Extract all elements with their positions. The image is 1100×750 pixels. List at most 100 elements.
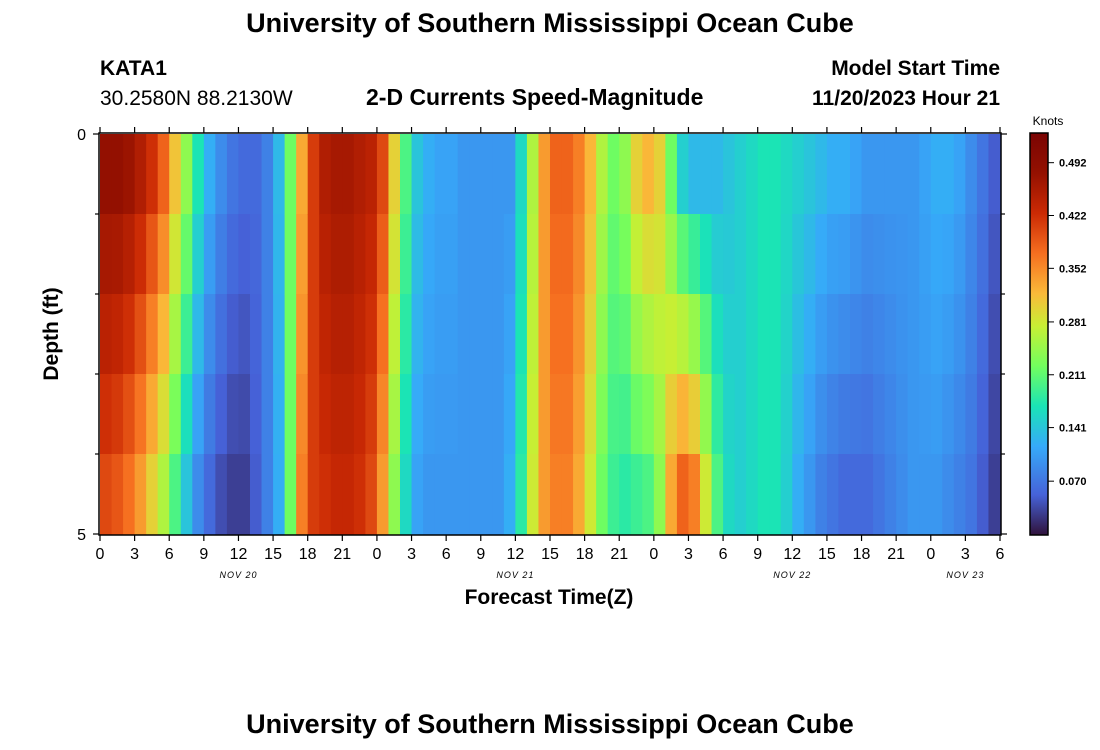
heatmap-cell: [296, 134, 309, 215]
x-tick-label: 6: [165, 546, 174, 563]
heatmap-cell: [953, 134, 966, 215]
heatmap-cell: [411, 454, 424, 535]
heatmap-cell: [653, 294, 666, 375]
heatmap-cell: [884, 134, 897, 215]
heatmap-cell: [330, 214, 343, 295]
colorbar-tick-label: 0.070: [1059, 476, 1087, 488]
heatmap-cell: [676, 374, 690, 455]
heatmap-cell: [238, 454, 251, 535]
heatmap-cell: [988, 454, 1001, 535]
heatmap-cell: [273, 134, 286, 215]
heatmap-cell: [123, 374, 136, 455]
heatmap-cell: [803, 454, 816, 535]
footer-title: University of Southern Mississippi Ocean…: [246, 709, 854, 739]
heatmap-cell: [815, 214, 828, 295]
heatmap-cell: [238, 294, 251, 375]
heatmap-cell: [503, 214, 516, 295]
heatmap-cell: [146, 374, 159, 455]
heatmap-cell: [400, 134, 413, 215]
heatmap-cell: [261, 374, 274, 455]
heatmap-cell: [942, 214, 955, 295]
heatmap-cell: [480, 374, 493, 455]
heatmap-cell: [815, 294, 828, 375]
heatmap-cell: [515, 134, 528, 215]
heatmap-cell: [446, 454, 459, 535]
heatmap-cell: [226, 134, 240, 215]
colorbar-units: Knots: [1033, 114, 1064, 128]
heatmap-cell: [353, 374, 366, 455]
heatmap-cell: [388, 134, 401, 215]
heatmap-cell: [250, 374, 263, 455]
heatmap-cell: [596, 454, 609, 535]
heatmap-cell: [526, 374, 540, 455]
heatmap-cell: [700, 294, 713, 375]
colorbar-tick-label: 0.352: [1059, 263, 1087, 275]
heatmap-cell: [353, 454, 366, 535]
x-tick-label: 9: [753, 546, 762, 563]
heatmap-cell: [157, 374, 170, 455]
heatmap-cell: [169, 374, 182, 455]
heatmap-cell: [769, 134, 782, 215]
heatmap-cell: [469, 134, 482, 215]
heatmap-cell: [330, 454, 343, 535]
heatmap-cell: [930, 134, 943, 215]
heatmap-cell: [561, 294, 574, 375]
heatmap-cell: [319, 214, 332, 295]
heatmap-cell: [792, 374, 805, 455]
heatmap-cell: [780, 214, 793, 295]
heatmap-cell: [942, 294, 955, 375]
heatmap-cell: [850, 134, 863, 215]
heatmap-cell: [642, 374, 655, 455]
x-tick-label: 0: [96, 546, 105, 563]
heatmap-cell: [976, 374, 990, 455]
heatmap-cell: [180, 134, 193, 215]
x-tick-label: 15: [818, 546, 836, 563]
heatmap-cell: [226, 374, 240, 455]
heatmap-cell: [261, 454, 274, 535]
heatmap-cell: [665, 374, 678, 455]
x-axis: 0 3 6 9 12 15 18 21 0 3 6 9 12 15 18 21 0 3 6 9 12 15 18 21 0 3 6 N…: [96, 127, 1005, 580]
heatmap-cell: [261, 214, 274, 295]
heatmap-cell: [376, 294, 390, 375]
x-axis-label: Forecast Time(Z): [465, 586, 634, 609]
heatmap-cell: [180, 454, 193, 535]
y-tick-label: 0: [77, 127, 86, 144]
heatmap-cell: [284, 214, 297, 295]
heatmap-cell: [550, 454, 563, 535]
heatmap-cell: [988, 134, 1001, 215]
heatmap-cell: [111, 374, 124, 455]
heatmap-cell: [400, 454, 413, 535]
heatmap-cell: [330, 134, 343, 215]
heatmap-cell: [376, 214, 390, 295]
heatmap-cell: [619, 214, 632, 295]
heatmap-cell: [596, 374, 609, 455]
heatmap-cell: [930, 454, 943, 535]
heatmap-cell: [642, 294, 655, 375]
heatmap-cell: [942, 134, 955, 215]
heatmap-cell: [388, 454, 401, 535]
heatmap-cell: [838, 294, 851, 375]
heatmap-cell: [411, 294, 424, 375]
heatmap-cell: [757, 134, 770, 215]
heatmap-cell: [976, 454, 990, 535]
heatmap-cell: [700, 134, 713, 215]
heatmap-cell: [988, 294, 1001, 375]
heatmap-cell: [746, 214, 759, 295]
heatmap-cell: [942, 374, 955, 455]
heatmap-cell: [273, 454, 286, 535]
heatmap-cell: [307, 214, 320, 295]
heatmap-cell: [100, 454, 113, 535]
heatmap-cell: [665, 294, 678, 375]
heatmap-cell: [792, 454, 805, 535]
heatmap-cell: [700, 214, 713, 295]
heatmap-cell: [642, 214, 655, 295]
heatmap-cell: [273, 214, 286, 295]
heatmap-cell: [711, 374, 724, 455]
y-tick-label: 5: [77, 527, 86, 544]
heatmap-cell: [180, 374, 193, 455]
heatmap-cell: [700, 454, 713, 535]
heatmap-cell: [919, 454, 932, 535]
heatmap-cell: [423, 374, 436, 455]
heatmap-cell: [850, 294, 863, 375]
heatmap-cell: [411, 214, 424, 295]
